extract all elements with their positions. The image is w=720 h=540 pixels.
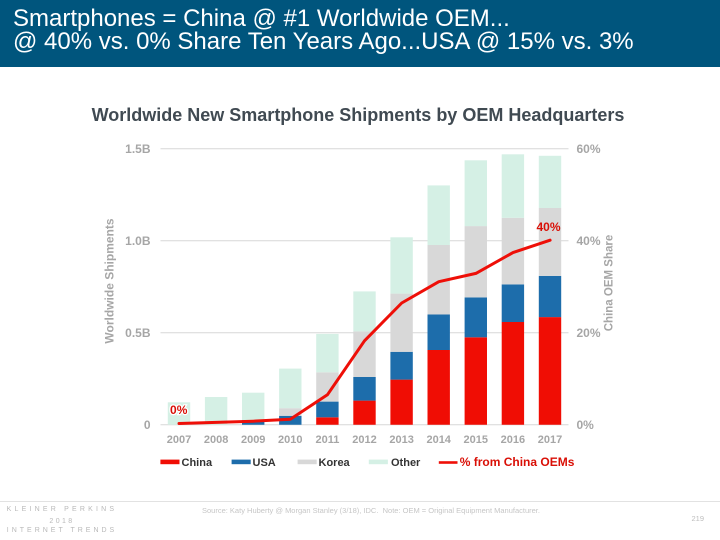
svg-text:Other: Other [391, 457, 421, 469]
svg-text:2009: 2009 [241, 434, 265, 446]
svg-text:2008: 2008 [204, 434, 228, 446]
svg-text:20%: 20% [577, 326, 601, 340]
svg-text:2017: 2017 [538, 434, 562, 446]
svg-text:1.0B: 1.0B [125, 234, 151, 248]
svg-text:2013: 2013 [389, 434, 413, 446]
svg-text:0.5B: 0.5B [125, 326, 151, 340]
svg-text:0%: 0% [577, 418, 595, 432]
svg-text:2015: 2015 [464, 434, 488, 446]
svg-text:China: China [182, 457, 213, 469]
svg-text:USA: USA [253, 457, 276, 469]
svg-text:Worldwide Shipments: Worldwide Shipments [103, 218, 117, 343]
svg-text:Korea: Korea [319, 457, 351, 469]
svg-text:% from China OEMs: % from China OEMs [460, 455, 575, 469]
svg-text:0: 0 [144, 418, 151, 432]
svg-text:2010: 2010 [278, 434, 302, 446]
svg-text:2011: 2011 [315, 434, 339, 446]
svg-text:40%: 40% [536, 220, 560, 234]
svg-text:1.5B: 1.5B [125, 142, 151, 156]
svg-text:40%: 40% [577, 234, 601, 248]
svg-text:China OEM Share: China OEM Share [604, 235, 616, 332]
svg-text:2016: 2016 [501, 434, 525, 446]
svg-text:2012: 2012 [352, 434, 376, 446]
svg-text:60%: 60% [577, 142, 601, 156]
svg-text:2014: 2014 [426, 434, 451, 446]
svg-text:0%: 0% [170, 403, 188, 417]
svg-text:2007: 2007 [167, 434, 191, 446]
